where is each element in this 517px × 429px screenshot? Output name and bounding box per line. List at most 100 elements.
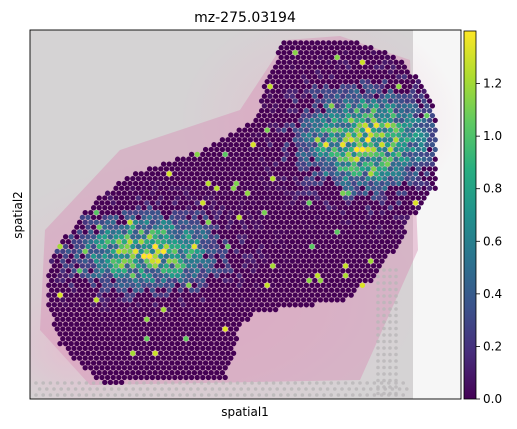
spot xyxy=(340,297,346,303)
spot xyxy=(124,350,130,356)
spot xyxy=(382,117,388,124)
spot xyxy=(300,287,307,293)
spot xyxy=(242,234,248,240)
spot xyxy=(127,287,133,293)
spot xyxy=(295,45,301,51)
spot xyxy=(102,350,108,356)
spot xyxy=(300,103,307,109)
spot xyxy=(359,243,366,250)
spot xyxy=(71,306,77,313)
spot xyxy=(132,316,139,322)
spot xyxy=(158,205,164,211)
spot xyxy=(247,292,254,298)
spot xyxy=(219,185,226,191)
spot xyxy=(132,219,139,225)
spot xyxy=(281,117,287,124)
spot xyxy=(345,122,352,128)
spot xyxy=(365,224,371,230)
spot xyxy=(211,268,217,274)
spot xyxy=(328,83,335,90)
spot xyxy=(314,146,321,153)
spot xyxy=(88,297,94,303)
spot xyxy=(292,302,298,308)
spot xyxy=(65,336,72,342)
spot xyxy=(312,83,318,90)
spot xyxy=(337,175,343,182)
spot xyxy=(191,166,198,172)
spot xyxy=(354,166,360,172)
spot xyxy=(62,253,69,259)
spot xyxy=(82,209,88,216)
spot xyxy=(410,88,416,94)
spot xyxy=(286,224,293,230)
spot xyxy=(412,83,419,90)
fiducial-dot xyxy=(388,385,392,389)
fiducial-dot xyxy=(304,387,308,391)
spot xyxy=(48,306,55,313)
spot xyxy=(314,108,321,114)
spot xyxy=(233,209,240,216)
spot xyxy=(314,292,321,298)
spot xyxy=(270,98,276,104)
spot xyxy=(225,234,231,240)
spot xyxy=(186,214,192,221)
spot xyxy=(401,180,408,187)
spot xyxy=(163,253,170,259)
spot xyxy=(368,161,374,167)
spot xyxy=(250,306,256,313)
spot xyxy=(362,200,368,206)
spot xyxy=(384,151,391,158)
spot xyxy=(216,374,223,381)
spot xyxy=(104,190,111,196)
spot xyxy=(292,166,298,172)
spot xyxy=(272,297,279,303)
spot xyxy=(264,302,270,308)
spot xyxy=(188,239,195,245)
spot xyxy=(144,306,150,313)
spot xyxy=(74,253,80,259)
spot xyxy=(337,263,343,269)
spot xyxy=(144,171,150,177)
spot xyxy=(253,156,259,162)
fiducial-dot xyxy=(282,387,287,391)
spot xyxy=(382,88,388,94)
colorbar-tick-label: 1.2 xyxy=(483,77,502,91)
spot xyxy=(328,268,335,274)
spot xyxy=(202,175,209,182)
fiducial-dot xyxy=(394,359,398,363)
fiducial-dot xyxy=(361,387,366,391)
spot xyxy=(230,340,237,347)
spot xyxy=(345,239,352,245)
spot xyxy=(183,161,189,167)
spot xyxy=(342,195,349,201)
spot xyxy=(225,166,231,172)
spot xyxy=(356,132,363,138)
spot xyxy=(384,103,391,109)
spot xyxy=(370,117,377,124)
fiducial-dot xyxy=(382,391,386,396)
spot xyxy=(225,195,231,201)
spot xyxy=(398,166,405,172)
spot xyxy=(323,151,329,158)
spot xyxy=(242,282,248,288)
spot xyxy=(166,297,172,303)
spot xyxy=(272,180,279,187)
spot xyxy=(323,248,329,255)
spot xyxy=(387,243,394,250)
spot xyxy=(303,69,310,75)
spot xyxy=(404,78,410,85)
spot xyxy=(242,224,248,230)
spot xyxy=(104,268,111,274)
spot xyxy=(118,224,125,230)
spot xyxy=(228,161,234,167)
spot xyxy=(216,336,223,342)
spot xyxy=(261,180,268,187)
spot xyxy=(272,74,279,80)
spot xyxy=(356,93,363,99)
spot xyxy=(348,108,354,114)
spot xyxy=(186,253,192,259)
spot xyxy=(247,224,254,230)
fiducial-dot xyxy=(95,387,99,391)
spot xyxy=(71,229,77,235)
spot xyxy=(90,205,97,211)
